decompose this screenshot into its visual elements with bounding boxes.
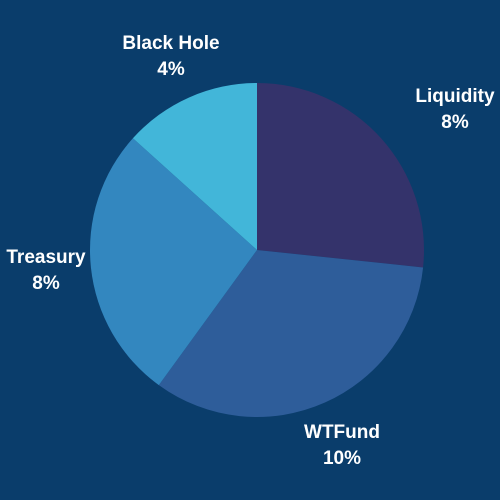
- slice-percent-treasury: 8%: [32, 273, 60, 294]
- slice-percent-liquidity: 8%: [441, 112, 469, 133]
- slice-label-liquidity: Liquidity 8%: [395, 84, 500, 136]
- slice-name-wtfund: WTFund: [304, 422, 380, 443]
- slice-label-wtfund: WTFund 10%: [282, 420, 402, 472]
- slice-percent-black-hole: 4%: [157, 59, 185, 80]
- slice-name-black-hole: Black Hole: [122, 33, 220, 54]
- pie-slice-treasury: [89, 138, 257, 386]
- slice-percent-wtfund: 10%: [322, 448, 362, 469]
- slice-label-treasury: Treasury 8%: [0, 245, 96, 297]
- slice-label-black-hole: Black Hole 4%: [106, 31, 236, 83]
- pie-slice-black-hole: [132, 83, 257, 250]
- pie-slice-liquidity: [257, 83, 424, 268]
- slice-name-liquidity: Liquidity: [415, 86, 495, 107]
- slice-name-treasury: Treasury: [6, 247, 86, 268]
- pie-slice-wtfund: [158, 250, 424, 418]
